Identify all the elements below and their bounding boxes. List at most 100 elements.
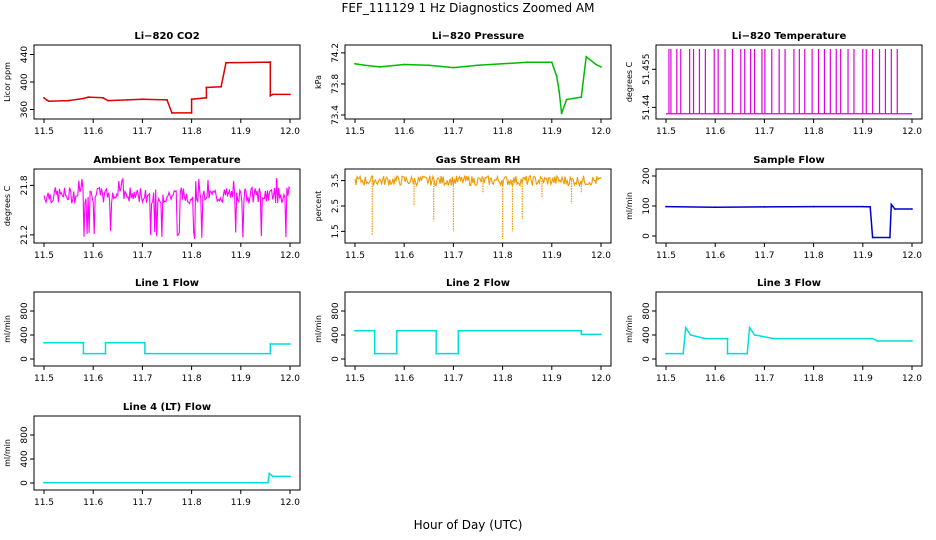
data-point — [43, 481, 45, 484]
y-axis-label: ml/min — [3, 439, 12, 467]
x-tick-label: 11.8 — [804, 127, 824, 137]
data-point — [435, 352, 438, 355]
x-tick-label: 11.7 — [754, 374, 774, 384]
y-tick-label: 100 — [642, 197, 652, 214]
data-point — [141, 98, 144, 101]
data-point — [43, 96, 45, 99]
data-point — [190, 98, 193, 101]
x-tick-label: 11.7 — [132, 498, 152, 508]
data-point — [45, 98, 48, 101]
chart-panel-2: Li−820 Pressure 11.5 11.6 11.7 11.8 11.9 12.0 7… — [314, 31, 612, 137]
chart-title: Li−820 Temperature — [732, 31, 847, 42]
data-point — [289, 475, 291, 478]
data-point — [269, 352, 272, 355]
plot-frame — [655, 44, 923, 120]
x-tick-label: 11.8 — [182, 251, 202, 261]
x-tick-label: 11.5 — [345, 127, 365, 137]
plot-frame — [344, 44, 612, 120]
x-tick-label: 11.5 — [656, 127, 676, 137]
x-tick-label: 11.9 — [853, 127, 873, 137]
data-point — [48, 100, 50, 103]
y-tick-label: 0 — [642, 356, 652, 362]
y-axis-label: Licor ppm — [3, 62, 12, 102]
x-tick-label: 11.9 — [853, 374, 873, 384]
chart-panel-5: Gas Stream RH 11.5 11.6 11.7 11.8 11.9 12.0 1.5… — [314, 155, 612, 261]
y-tick-label: 800 — [20, 302, 30, 319]
data-point — [43, 341, 45, 344]
y-axis-label: ml/min — [3, 315, 12, 343]
x-tick-label: 11.8 — [804, 374, 824, 384]
data-point — [190, 112, 193, 114]
data-point — [268, 472, 271, 475]
data-point — [890, 203, 893, 206]
x-tick-label: 11.9 — [542, 127, 562, 137]
data-point — [704, 337, 707, 340]
y-tick-label: 21.8 — [20, 175, 30, 195]
data-point — [580, 333, 583, 336]
x-tick-label: 12.0 — [902, 251, 922, 261]
x-tick-label: 11.9 — [542, 374, 562, 384]
data-point — [550, 61, 553, 64]
x-tick-label: 11.8 — [804, 251, 824, 261]
plot-frame — [655, 291, 923, 367]
data-point — [87, 96, 90, 99]
series-line — [44, 471, 290, 484]
x-tick-label: 11.7 — [443, 127, 463, 137]
x-tick-label: 11.6 — [705, 374, 725, 384]
x-tick-label: 11.9 — [853, 251, 873, 261]
x-tick-label: 11.7 — [132, 251, 152, 261]
data-point — [266, 481, 269, 484]
series-line — [43, 61, 290, 114]
noise-series — [43, 177, 291, 239]
data-point — [501, 62, 504, 65]
data-point — [600, 65, 602, 68]
data-point — [714, 206, 717, 209]
y-tick-label: 0 — [642, 233, 652, 239]
y-tick-label: 51.44 — [642, 94, 652, 120]
data-point — [104, 352, 107, 355]
data-point — [753, 334, 756, 336]
data-point — [289, 93, 291, 96]
x-tick-label: 11.5 — [34, 127, 54, 137]
chart-panel-10: Line 4 (LT) Flow 11.5 11.6 11.7 11.8 11.9 12.0… — [3, 402, 301, 508]
data-point — [477, 64, 479, 67]
data-point — [871, 236, 874, 239]
data-point — [395, 329, 398, 332]
data-point — [555, 75, 558, 78]
y-tick-label: 360 — [20, 101, 30, 118]
data-point — [812, 205, 815, 208]
data-point — [682, 352, 685, 355]
chart-panel-6: Sample Flow 11.5 11.6 11.7 11.8 11.9 12.0 0 100 2… — [625, 155, 923, 261]
data-point — [82, 352, 85, 355]
chart-title: Li−820 Pressure — [432, 31, 525, 42]
data-point — [565, 98, 568, 101]
chart-title: Line 4 (LT) Flow — [123, 402, 211, 413]
page-title: FEF_111129 1 Hz Diagnostics Zoomed AM — [341, 1, 595, 15]
y-tick-label: 400 — [20, 73, 30, 90]
chart-title: Ambient Box Temperature — [93, 155, 240, 166]
data-point — [558, 90, 561, 93]
y-axis-label: ml/min — [625, 192, 634, 220]
y-tick-label: 51.455 — [642, 54, 652, 86]
y-tick-label: 0 — [20, 480, 30, 486]
data-point — [580, 329, 583, 332]
x-tick-label: 11.6 — [705, 127, 725, 137]
x-tick-label: 11.7 — [754, 251, 774, 261]
x-tick-label: 11.6 — [394, 251, 414, 261]
data-point — [143, 352, 146, 355]
x-tick-label: 11.6 — [83, 374, 103, 384]
y-axis-label: ml/min — [625, 315, 634, 343]
x-tick-label: 11.8 — [493, 127, 513, 137]
data-point — [893, 208, 896, 210]
data-point — [871, 337, 874, 340]
data-point — [225, 61, 227, 64]
x-tick-label: 11.7 — [443, 251, 463, 261]
y-tick-label: 2.5 — [331, 199, 341, 213]
y-axis-label: degrees C — [3, 185, 12, 226]
x-tick-label: 11.7 — [754, 127, 774, 137]
x-tick-label: 11.7 — [132, 374, 152, 384]
x-tick-label: 12.0 — [591, 251, 611, 261]
plot-frame — [33, 168, 301, 244]
x-tick-label: 11.5 — [34, 374, 54, 384]
